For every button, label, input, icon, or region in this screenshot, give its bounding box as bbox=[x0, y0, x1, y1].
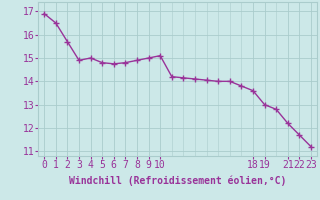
X-axis label: Windchill (Refroidissement éolien,°C): Windchill (Refroidissement éolien,°C) bbox=[69, 176, 286, 186]
